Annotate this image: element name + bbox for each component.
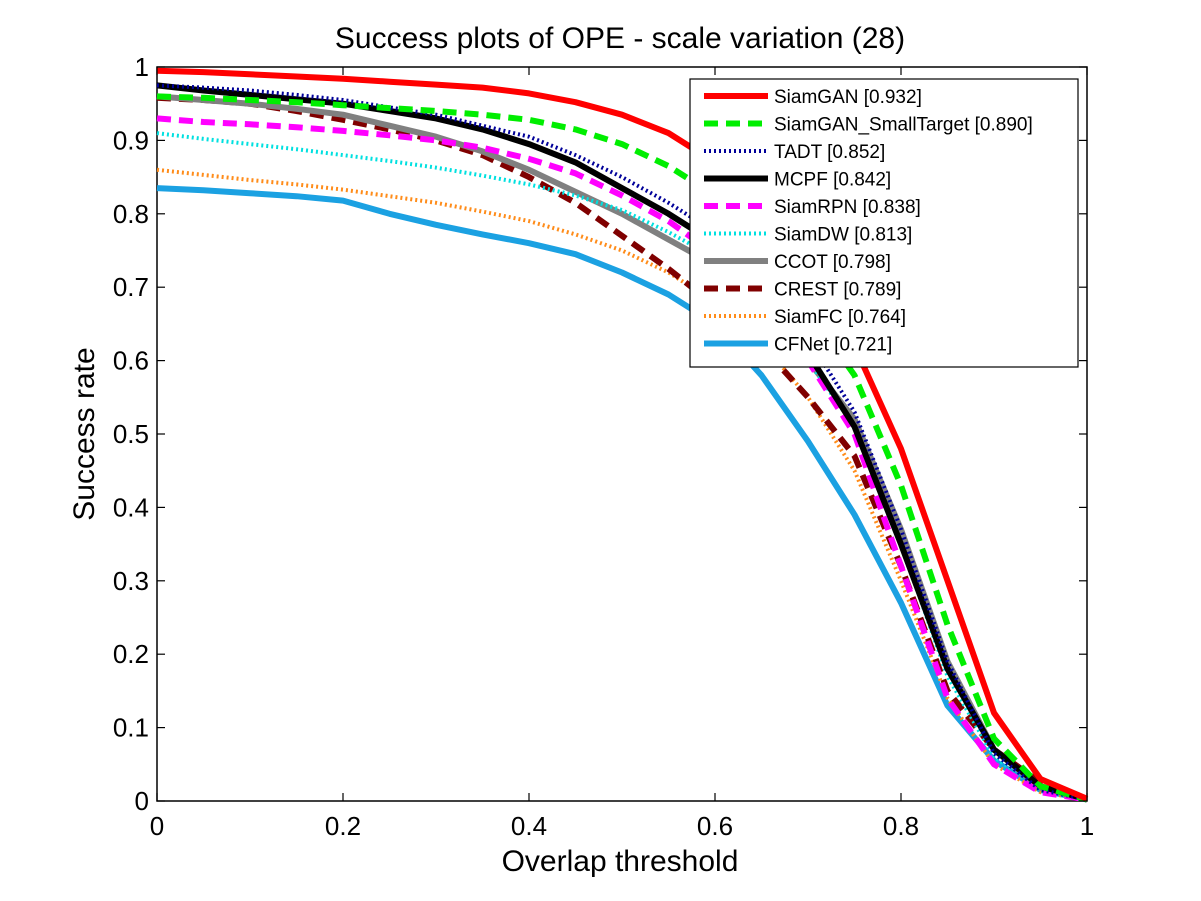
series-line-9 xyxy=(156,185,1088,803)
y-tick-label: 0.5 xyxy=(113,419,149,449)
y-tick-label: 1 xyxy=(135,52,149,82)
y-tick-label: 0.2 xyxy=(113,639,149,669)
chart-title: Success plots of OPE - scale variation (… xyxy=(335,22,905,55)
legend-label: SiamFC [0.764] xyxy=(774,307,906,328)
y-tick-label: 0.8 xyxy=(113,199,149,229)
series-line-8 xyxy=(156,167,1088,802)
legend-label: SiamRPN [0.838] xyxy=(774,197,921,218)
legend-label: SiamDW [0.813] xyxy=(774,225,912,246)
x-axis-label: Overlap threshold xyxy=(502,845,739,878)
y-tick-label: 0.3 xyxy=(113,566,149,596)
x-tick-label: 0.8 xyxy=(883,811,919,841)
series-line-0 xyxy=(156,67,1089,802)
y-tick-label: 0.1 xyxy=(113,713,149,743)
y-axis-label: Success rate xyxy=(68,347,101,520)
legend-label: SiamGAN [0.932] xyxy=(774,87,922,108)
legend-label: SiamGAN_SmallTarget [0.890] xyxy=(774,115,1033,136)
y-tick-label: 0.6 xyxy=(113,346,149,376)
series-line-4 xyxy=(156,115,1088,803)
series-line-6 xyxy=(156,93,1088,803)
series-line-2 xyxy=(156,83,1088,802)
legend-label: CCOT [0.798] xyxy=(774,252,891,273)
y-tick-label: 0.7 xyxy=(113,272,149,302)
series-line-1 xyxy=(156,93,1088,803)
y-tick-label: 0.9 xyxy=(113,125,149,155)
legend: SiamGAN [0.932] SiamGAN_SmallTarget [0.89… xyxy=(689,78,1079,368)
legend-label: MCPF [0.842] xyxy=(774,170,891,191)
ticks-layer: 0 0.2 0.4 0.6 0.8 1 0 0.1 0.2 0.3 0.4 0.5 0.6 0.7 0.8 0… xyxy=(113,52,1094,841)
legend-label: CREST [0.789] xyxy=(774,280,901,301)
legend-label: CFNet [0.721] xyxy=(774,335,892,356)
series-layer xyxy=(156,67,1089,803)
y-tick-label: 0.4 xyxy=(113,492,149,522)
x-tick-label: 0.2 xyxy=(325,811,361,841)
y-tick-label: 0 xyxy=(135,786,149,816)
x-tick-label: 0 xyxy=(150,811,164,841)
legend-box xyxy=(689,78,1079,368)
x-tick-label: 1 xyxy=(1080,811,1094,841)
legend-label: TADT [0.852] xyxy=(774,142,885,163)
x-tick-label: 0.4 xyxy=(511,811,547,841)
x-tick-label: 0.6 xyxy=(697,811,733,841)
